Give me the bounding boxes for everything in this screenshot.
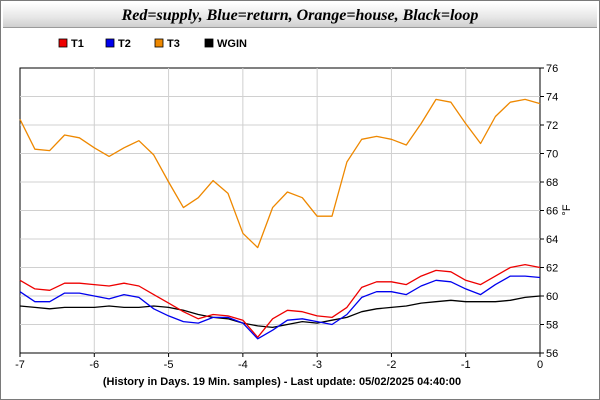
y-tick-label: 72 bbox=[546, 120, 558, 132]
x-tick-label: -4 bbox=[238, 359, 248, 371]
legend-label-t2: T2 bbox=[118, 38, 131, 50]
legend-swatch-t1 bbox=[58, 38, 68, 48]
y-tick-label: 62 bbox=[546, 263, 558, 275]
x-tick-label: -6 bbox=[89, 359, 99, 371]
series-line-t2 bbox=[19, 275, 541, 340]
y-tick-label: 64 bbox=[546, 234, 558, 246]
legend: T1 T2 T3 WGIN bbox=[58, 38, 247, 50]
legend-label-t3: T3 bbox=[167, 38, 180, 50]
series-line-t1 bbox=[19, 263, 541, 338]
legend-label-t1: T1 bbox=[71, 38, 84, 50]
y-tick-label: 60 bbox=[546, 291, 558, 303]
series-lines bbox=[19, 98, 541, 340]
chart-title: Red=supply, Blue=return, Orange=house, B… bbox=[121, 7, 479, 24]
x-axis-label: (History in Days. 19 Min. samples) - Las… bbox=[103, 376, 461, 388]
series-line-t3 bbox=[19, 98, 541, 249]
title-bar: Red=supply, Blue=return, Orange=house, B… bbox=[3, 3, 597, 28]
x-tick-label: -3 bbox=[312, 359, 322, 371]
y-tick-label: 58 bbox=[546, 320, 558, 332]
y-tick-label: 70 bbox=[546, 149, 558, 161]
legend-swatch-wgin bbox=[204, 38, 214, 48]
legend-label-wgin: WGIN bbox=[217, 38, 247, 50]
legend-swatch-t2 bbox=[105, 38, 115, 48]
axis-ticks: -7 -6 -5 -4 -3 -2 -1 056 58 60 62 64 66 68 70 72 74 76 bbox=[15, 63, 558, 371]
x-tick-label: -2 bbox=[387, 359, 397, 371]
y-tick-label: 76 bbox=[546, 63, 558, 75]
y-tick-label: 56 bbox=[546, 348, 558, 360]
y-axis-label: °F bbox=[561, 204, 573, 215]
y-tick-label: 66 bbox=[546, 206, 558, 218]
y-tick-label: 74 bbox=[546, 92, 558, 104]
legend-swatch-t3 bbox=[154, 38, 164, 48]
x-tick-label: -7 bbox=[15, 359, 25, 371]
y-tick-label: 68 bbox=[546, 177, 558, 189]
x-tick-label: -5 bbox=[164, 359, 174, 371]
x-tick-label: 0 bbox=[537, 359, 543, 371]
x-tick-label: -1 bbox=[461, 359, 471, 371]
